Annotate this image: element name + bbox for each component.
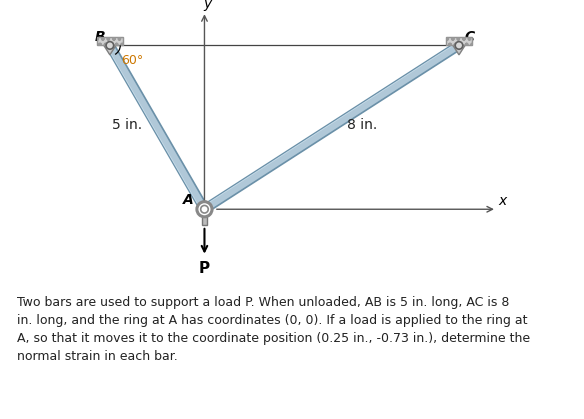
Bar (446, 37, 472, 45)
Bar (96, 37, 123, 45)
Circle shape (201, 205, 208, 213)
Circle shape (455, 41, 463, 49)
Circle shape (197, 202, 212, 217)
Text: 8 in.: 8 in. (347, 119, 377, 132)
Polygon shape (202, 42, 461, 213)
Text: y: y (203, 0, 211, 10)
Text: Two bars are used to support a load P. When unloaded, AB is 5 in. long, AC is 8
: Two bars are used to support a load P. W… (18, 296, 530, 363)
Polygon shape (203, 42, 457, 207)
Text: 5 in.: 5 in. (112, 119, 142, 132)
Text: B: B (95, 30, 105, 44)
Text: C: C (464, 30, 474, 44)
Polygon shape (106, 43, 208, 211)
Bar (446, 37, 472, 45)
Polygon shape (453, 45, 465, 55)
Polygon shape (107, 47, 202, 211)
Bar (96, 37, 123, 45)
Text: 60°: 60° (121, 54, 144, 67)
Text: P: P (199, 261, 210, 277)
Bar (202, 216, 207, 225)
Text: x: x (499, 194, 507, 208)
Text: A: A (183, 193, 194, 207)
Circle shape (106, 41, 114, 49)
Polygon shape (104, 45, 116, 55)
